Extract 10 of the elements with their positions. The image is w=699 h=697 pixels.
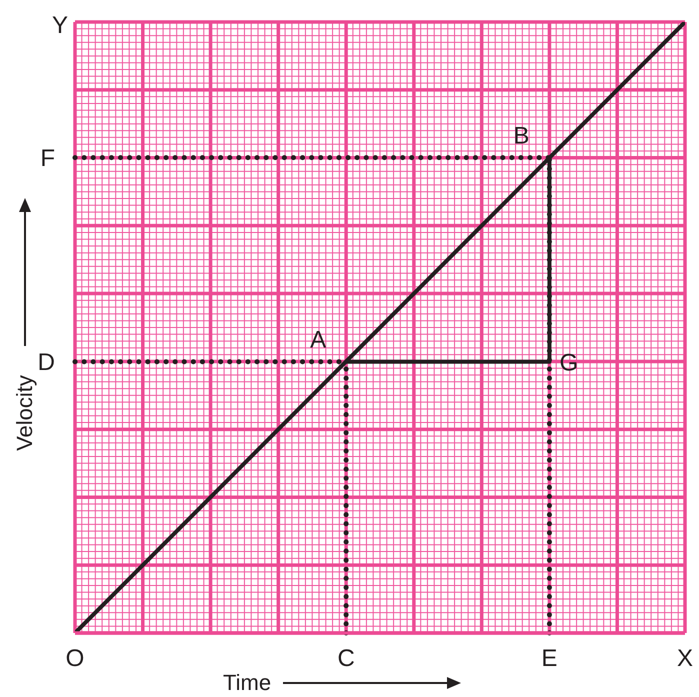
ref-line-label: F	[40, 145, 55, 172]
y-axis-title: Velocity	[12, 375, 38, 451]
x-tick-label: E	[541, 645, 558, 672]
x-axis-title: Time	[223, 670, 272, 695]
x-tick-label: O	[66, 645, 84, 672]
annotation: G	[559, 350, 578, 377]
text: Y	[52, 12, 68, 40]
ref-line-label: D	[38, 349, 55, 376]
x-tick-label: X	[676, 645, 694, 672]
x-tick-label: C	[337, 645, 355, 672]
